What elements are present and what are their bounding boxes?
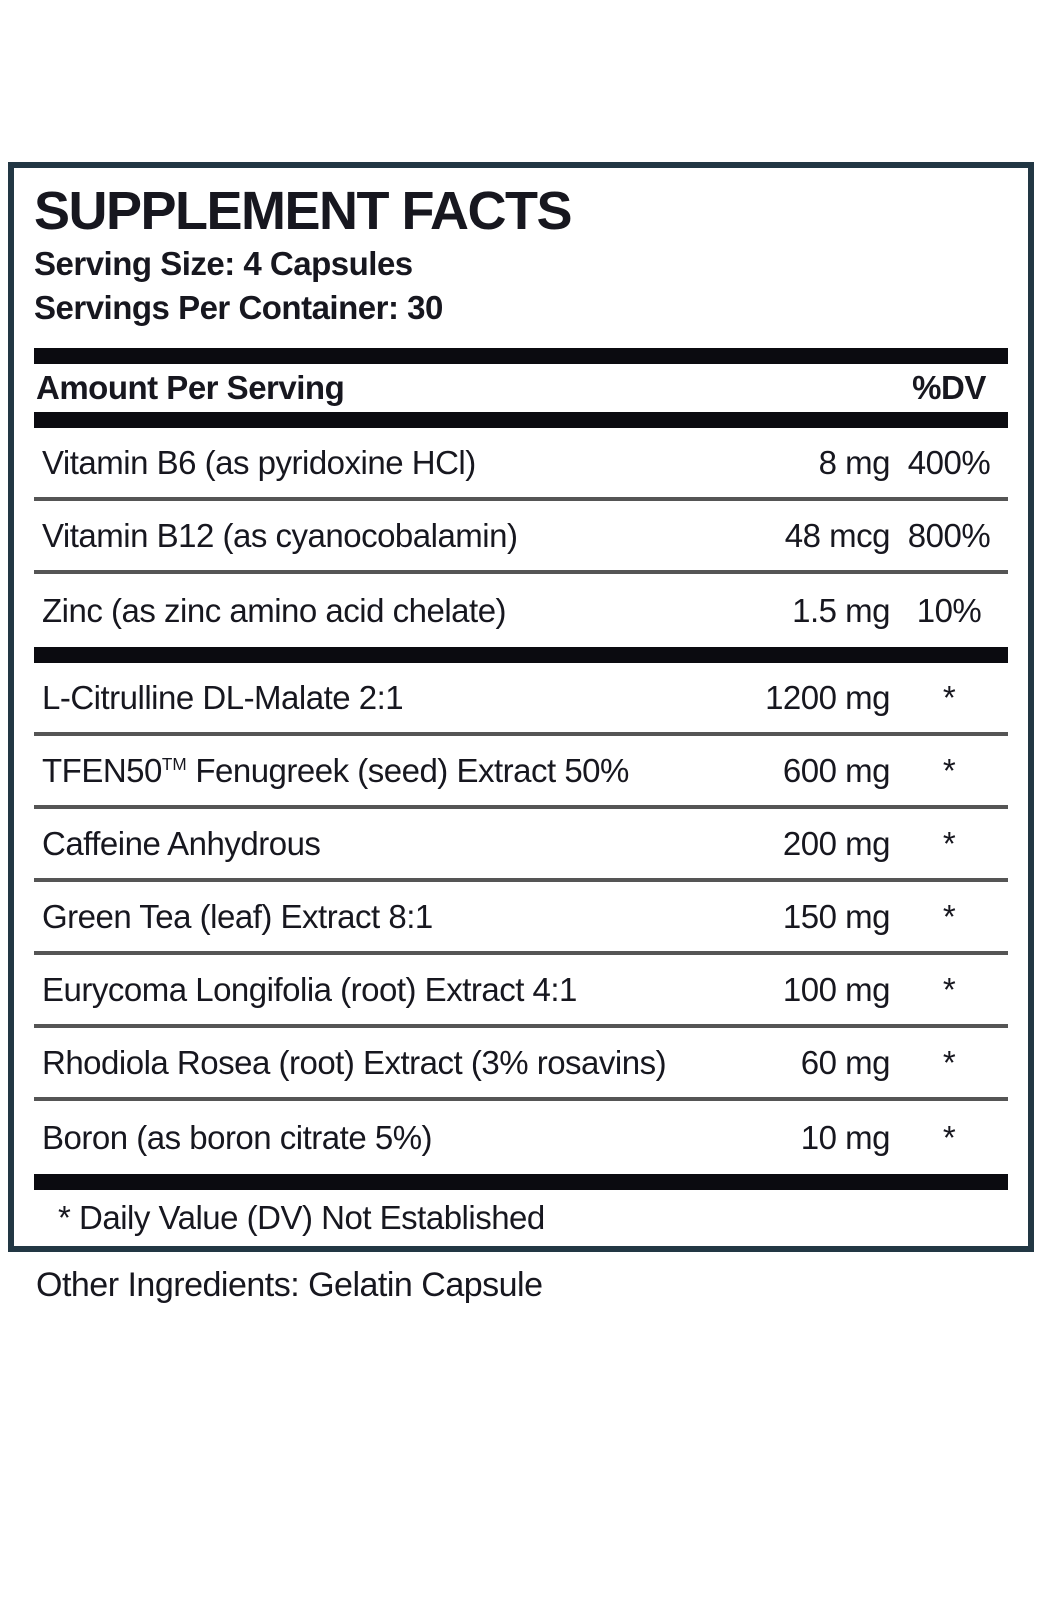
ingredient-amount: 200 mg — [782, 824, 891, 862]
ingredient-name: Rhodiola Rosea (root) Extract (3% rosavi… — [42, 1043, 667, 1081]
table-header: Amount Per Serving %DV — [34, 364, 1008, 412]
divider-bar-top — [34, 348, 1008, 364]
other-ingredients: Other Ingredients: Gelatin Capsule — [36, 1266, 543, 1304]
ingredient-name: Eurycoma Longifolia (root) Extract 4:1 — [42, 970, 577, 1008]
ingredient-name: L-Citrulline DL-Malate 2:1 — [42, 678, 404, 716]
ingredient-dv: * — [942, 897, 956, 935]
ingredient-name: Caffeine Anhydrous — [42, 824, 321, 862]
serving-size: Serving Size: 4 Capsules — [34, 245, 413, 282]
ingredient-amount: 60 mg — [800, 1043, 891, 1081]
ingredient-amount: 8 mg — [818, 443, 891, 481]
ingredient-name: Vitamin B12 (as cyanocobalamin) — [42, 516, 518, 554]
trademark-superscript: TM — [161, 753, 187, 774]
ingredient-amount: 600 mg — [782, 751, 891, 789]
ingredient-dv: * — [942, 970, 956, 1008]
table-row: Eurycoma Longifolia (root) Extract 4:1 1… — [34, 955, 1008, 1028]
ingredient-dv: * — [942, 1118, 956, 1156]
ingredient-dv: 10% — [916, 591, 982, 629]
ingredient-amount: 48 mcg — [784, 516, 891, 554]
ingredient-name: Vitamin B6 (as pyridoxine HCl) — [42, 443, 476, 481]
servings-per-container: Servings Per Container: 30 — [34, 289, 443, 326]
ingredient-dv: 800% — [907, 516, 991, 554]
ingredient-name: TFEN50TM Fenugreek (seed) Extract 50% — [34, 752, 740, 790]
table-row: Green Tea (leaf) Extract 8:1 150 mg * — [34, 882, 1008, 955]
table-row: Zinc (as zinc amino acid chelate) 1.5 mg… — [34, 574, 1008, 647]
ingredient-name-rest: Fenugreek (seed) Extract 50% — [186, 751, 629, 789]
ingredient-dv: * — [942, 824, 956, 862]
ingredient-name: Boron (as boron citrate 5%) — [42, 1118, 433, 1156]
divider-bar-bottom — [34, 1174, 1008, 1190]
panel-title: SUPPLEMENT FACTS — [34, 181, 573, 241]
ingredient-name-brand: TFEN50 — [42, 751, 162, 789]
ingredient-amount: 1200 mg — [765, 678, 890, 716]
divider-bar-header — [34, 412, 1008, 428]
table-row: Vitamin B6 (as pyridoxine HCl) 8 mg 400% — [34, 428, 1008, 501]
dv-footnote: * Daily Value (DV) Not Established — [58, 1199, 545, 1236]
table-row: Boron (as boron citrate 5%) 10 mg * — [34, 1101, 1008, 1174]
ingredient-amount: 150 mg — [782, 897, 891, 935]
table-row: Caffeine Anhydrous 200 mg * — [34, 809, 1008, 882]
ingredient-name: Zinc (as zinc amino acid chelate) — [42, 591, 507, 629]
table-row: Rhodiola Rosea (root) Extract (3% rosavi… — [34, 1028, 1008, 1101]
ingredient-dv: * — [942, 751, 956, 789]
ingredient-amount: 1.5 mg — [792, 591, 890, 629]
table-row: TFEN50TM Fenugreek (seed) Extract 50% 60… — [34, 736, 1008, 809]
table-row: L-Citrulline DL-Malate 2:1 1200 mg * — [34, 663, 1008, 736]
ingredient-dv: 400% — [907, 443, 991, 481]
ingredient-amount: 10 mg — [800, 1118, 891, 1156]
ingredient-name: Green Tea (leaf) Extract 8:1 — [42, 897, 433, 935]
spacer — [34, 330, 1008, 348]
table-row: Vitamin B12 (as cyanocobalamin) 48 mcg 8… — [34, 501, 1008, 574]
ingredient-dv: * — [942, 678, 956, 716]
supplement-facts-panel: SUPPLEMENT FACTS Serving Size: 4 Capsule… — [8, 162, 1034, 1252]
divider-bar-vitamins — [34, 647, 1008, 663]
ingredient-dv: * — [942, 1043, 956, 1081]
dv-header: %DV — [912, 369, 986, 406]
ingredient-amount: 100 mg — [782, 970, 891, 1008]
amount-per-serving-header: Amount Per Serving — [36, 369, 345, 406]
